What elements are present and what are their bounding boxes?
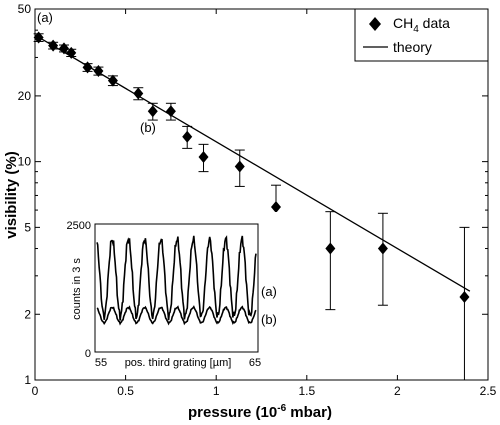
x-tick-label: 0.5 [117, 384, 134, 398]
data-point [133, 87, 144, 100]
data-point [107, 74, 118, 87]
data-point [325, 242, 336, 255]
x-axis-label: pressure (10-6 mbar) [188, 403, 332, 421]
data-point [377, 242, 388, 255]
legend: CH4 data theory [354, 8, 489, 62]
y-tick-label: 10 [18, 155, 32, 169]
data-point [93, 65, 104, 78]
inset-background [40, 212, 285, 372]
y-axis-label: visibility (%) [3, 151, 20, 239]
y-tick-label: 50 [18, 2, 32, 16]
data-point [58, 42, 69, 55]
y-tick-label: 5 [24, 220, 31, 234]
data-point [198, 151, 209, 164]
x-tick-label: 2 [394, 384, 401, 398]
y-tick-label: 1 [24, 373, 31, 387]
x-tick-label: 1 [213, 384, 220, 398]
data-point [182, 130, 193, 143]
inset-x-label: pos. third grating [µm] [125, 357, 232, 369]
data-point [270, 200, 281, 213]
inset-y-tick-top: 2500 [67, 220, 91, 232]
inset-label-a: (a) [261, 284, 277, 299]
legend-box [354, 8, 489, 62]
inset-frame [94, 223, 259, 353]
inset-x-tick-left: 55 [95, 357, 107, 369]
data-point [48, 39, 59, 52]
x-tick-label: 0 [32, 384, 39, 398]
theory-line [34, 34, 471, 292]
legend-entry-theory: theory [393, 39, 432, 55]
y-tick-label: 2 [24, 307, 31, 321]
x-tick-label: 1.5 [298, 384, 315, 398]
annotation-a: (a) [37, 10, 53, 25]
legend-entry-ch4: CH4 data [393, 15, 450, 35]
data-point [234, 160, 245, 173]
data-point [459, 290, 470, 303]
inset: 2500 0 counts in 3 s 55 65 pos. third gr… [40, 212, 285, 372]
inset-curve-b [96, 305, 257, 326]
x-tick-label: 2.5 [480, 384, 497, 398]
x-axis-ticks: 0 0.5 1 1.5 2 2.5 [32, 9, 497, 398]
inset-label-b: (b) [261, 312, 277, 327]
annotation-b: (b) [140, 120, 156, 135]
inset-y-label: counts in 3 s [71, 258, 83, 320]
inset-x-tick-right: 65 [249, 357, 261, 369]
inset-curve-a [96, 235, 257, 321]
data-point [165, 105, 176, 118]
data-point [82, 61, 93, 74]
data-point [147, 105, 158, 118]
data-point [66, 46, 77, 59]
legend-diamond-marker [369, 17, 381, 31]
inset-y-tick-bottom: 0 [85, 348, 91, 360]
y-tick-label: 20 [18, 89, 32, 103]
data-points [33, 31, 470, 380]
data-point [33, 31, 44, 44]
